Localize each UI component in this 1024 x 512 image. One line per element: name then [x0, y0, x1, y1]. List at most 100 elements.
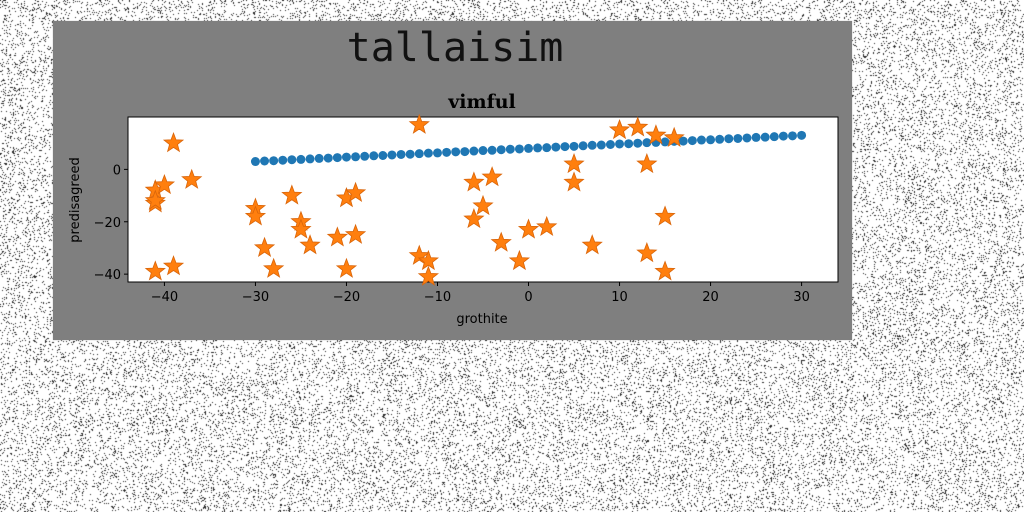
- star-point: [581, 234, 603, 255]
- star-point: [153, 173, 176, 195]
- circle-point: [642, 138, 652, 148]
- circle-point: [587, 140, 597, 150]
- y-tick-label: −20: [94, 216, 121, 231]
- x-axis: −40 −30 −20 −10 0 10 20 30: [151, 282, 810, 305]
- circle-point: [542, 143, 552, 153]
- circle-point: [560, 142, 570, 152]
- circle-point: [478, 146, 488, 156]
- circle-point: [414, 149, 424, 159]
- circle-point: [250, 157, 260, 167]
- star-point: [299, 234, 321, 255]
- circle-point: [351, 152, 361, 162]
- star-point: [463, 207, 485, 229]
- circle-point: [760, 132, 770, 142]
- circle-point: [423, 148, 433, 158]
- circle-point: [278, 155, 288, 165]
- star-point: [144, 260, 166, 281]
- circle-point: [624, 139, 634, 149]
- star-point: [144, 189, 166, 210]
- circle-point: [378, 151, 388, 160]
- circle-point: [396, 149, 406, 159]
- x-tick-label: 30: [793, 290, 810, 305]
- circle-point: [551, 142, 561, 152]
- circle-point: [633, 138, 643, 148]
- star-point: [408, 244, 430, 265]
- x-axis-label: grothite: [456, 312, 507, 327]
- circle-point: [341, 152, 351, 162]
- star-point: [663, 126, 685, 147]
- star-point: [517, 218, 540, 239]
- circle-point: [615, 139, 625, 149]
- circle-point: [715, 134, 725, 144]
- star-point: [162, 132, 185, 153]
- star-point: [326, 226, 348, 247]
- circle-point: [323, 153, 333, 163]
- star-point: [344, 181, 367, 202]
- y-tick-label: −40: [94, 268, 121, 283]
- star-point: [472, 194, 494, 216]
- circle-point: [405, 149, 415, 159]
- star-point: [490, 231, 512, 252]
- circle-point: [660, 137, 670, 147]
- x-tick-label: 0: [524, 290, 532, 305]
- star-point: [408, 113, 430, 134]
- star-point: [563, 171, 585, 192]
- circle-point: [769, 132, 779, 142]
- star-point: [463, 171, 485, 192]
- star-point: [536, 215, 558, 237]
- x-tick-label: 10: [611, 290, 628, 305]
- circle-point: [733, 133, 743, 143]
- circle-point: [751, 132, 761, 142]
- x-tick-label: −30: [242, 290, 269, 305]
- circle-point: [569, 141, 579, 151]
- circle-point: [533, 143, 543, 153]
- star-point: [344, 223, 367, 244]
- circle-point: [332, 153, 342, 163]
- star-point: [563, 152, 585, 174]
- circle-point: [296, 154, 306, 164]
- circle-point: [442, 147, 452, 157]
- star-point: [162, 255, 185, 276]
- star-point: [608, 118, 631, 140]
- circle-point: [369, 151, 379, 161]
- circle-point: [360, 151, 370, 161]
- circle-point: [778, 131, 788, 141]
- circle-point: [797, 130, 807, 140]
- circle-point: [578, 141, 588, 151]
- y-axis: −40 −20 0: [94, 163, 128, 283]
- circle-point: [469, 146, 479, 156]
- star-point: [263, 257, 285, 278]
- circle-point: [596, 140, 606, 150]
- x-tick-label: −10: [424, 290, 451, 305]
- circle-point: [305, 154, 315, 164]
- circle-point: [496, 145, 506, 155]
- circle-point: [514, 144, 524, 154]
- circle-point: [524, 143, 534, 153]
- circle-point: [287, 155, 297, 165]
- circle-point: [678, 136, 688, 146]
- circle-point: [696, 135, 706, 145]
- star-point: [417, 265, 439, 286]
- y-axis-label: predisagreed: [68, 157, 83, 242]
- circle-point: [787, 131, 797, 141]
- series-circles: [250, 130, 807, 167]
- page-title: tallaisim: [346, 25, 564, 71]
- star-point: [417, 249, 439, 271]
- chart-title: vimful: [447, 91, 516, 113]
- star-point: [290, 218, 312, 239]
- x-tick-label: −20: [333, 290, 360, 305]
- circle-point: [724, 134, 734, 144]
- y-tick-label: 0: [113, 163, 121, 178]
- circle-point: [487, 145, 497, 155]
- circle-point: [260, 156, 270, 166]
- star-point: [627, 116, 649, 137]
- star-point: [253, 236, 276, 257]
- star-point: [281, 184, 303, 205]
- circle-point: [432, 148, 442, 158]
- x-tick-label: 20: [702, 290, 719, 305]
- star-point: [244, 205, 267, 226]
- star-point: [181, 168, 203, 189]
- star-point: [645, 124, 667, 145]
- circle-point: [460, 147, 470, 157]
